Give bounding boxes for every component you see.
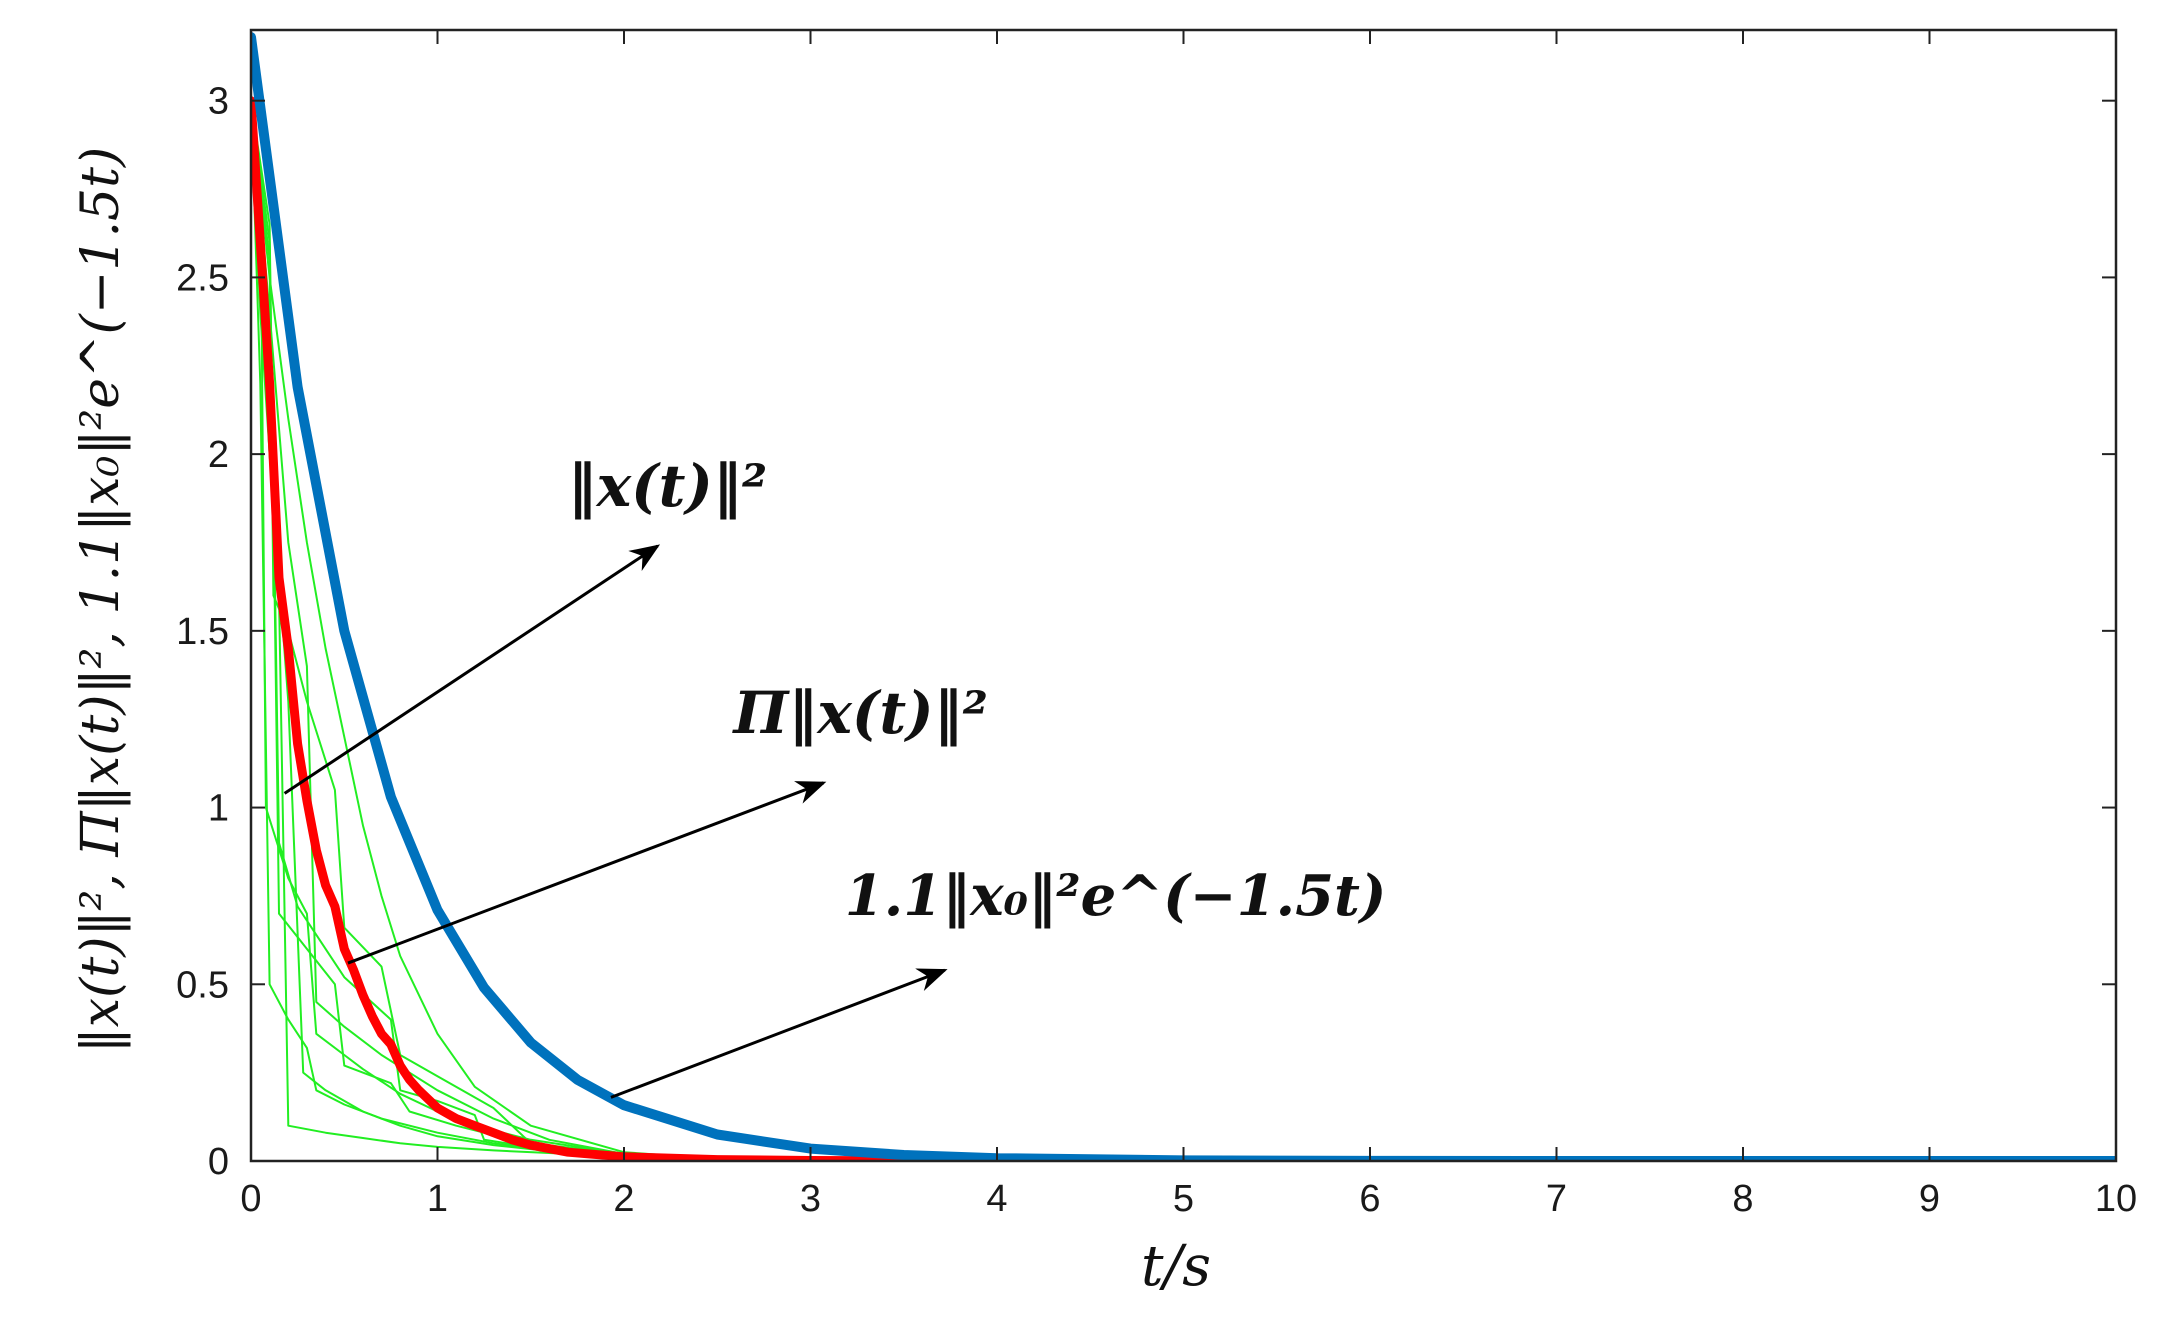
annotation-layer: ‖x(t)‖² Π‖x(t)‖² 1.1‖x₀‖²e^(−1.5t) — [283, 452, 1387, 1099]
annotation-label: Π‖x(t)‖² — [732, 679, 988, 747]
sample-path-line — [251, 99, 625, 1155]
ticks-layer: 0 1 2 3 4 5 6 7 8 9 10 0 0.5 1 1.5 2 2.5 3 — [176, 30, 2137, 1220]
y-tick-label: 1 — [208, 788, 229, 830]
x-tick-label: 4 — [986, 1178, 1007, 1220]
x-tick-label: 0 — [240, 1178, 261, 1220]
x-tick-label: 5 — [1173, 1178, 1194, 1220]
annotation-arrow — [283, 544, 661, 795]
x-tick-label: 6 — [1359, 1178, 1380, 1220]
x-tick-label: 3 — [800, 1178, 821, 1220]
x-tick-label: 2 — [613, 1178, 634, 1220]
annotation-label: ‖x(t)‖² — [568, 452, 768, 520]
x-tick-label: 1 — [427, 1178, 448, 1220]
y-axis-label: ‖x(t)‖², Π‖x(t)‖², 1.1‖x₀‖²e^(−1.5t) — [71, 147, 131, 1054]
x-tick-label: 8 — [1732, 1178, 1753, 1220]
y-tick-label: 0 — [208, 1141, 229, 1183]
plot-area — [251, 30, 2116, 1161]
mean-line — [251, 96, 1375, 1161]
bound-line — [251, 32, 2116, 1161]
y-tick-label: 0.5 — [176, 964, 229, 1006]
x-tick-label: 10 — [2095, 1178, 2137, 1220]
annotation-arrow — [347, 781, 827, 965]
x-axis-label: t/s — [1141, 1234, 1211, 1299]
series-layer — [251, 32, 2116, 1161]
sample-path-line — [251, 99, 625, 1155]
x-tick-label: 9 — [1919, 1178, 1940, 1220]
y-tick-label: 2.5 — [176, 257, 229, 299]
sample-path-line — [251, 99, 719, 1160]
sample-path-line — [251, 99, 625, 1157]
annotation-arrow — [610, 968, 948, 1099]
y-tick-label: 3 — [208, 81, 229, 123]
x-tick-label: 7 — [1546, 1178, 1567, 1220]
y-tick-label: 1.5 — [176, 611, 229, 653]
y-tick-label: 2 — [208, 434, 229, 476]
annotation-label: 1.1‖x₀‖²e^(−1.5t) — [845, 863, 1387, 929]
